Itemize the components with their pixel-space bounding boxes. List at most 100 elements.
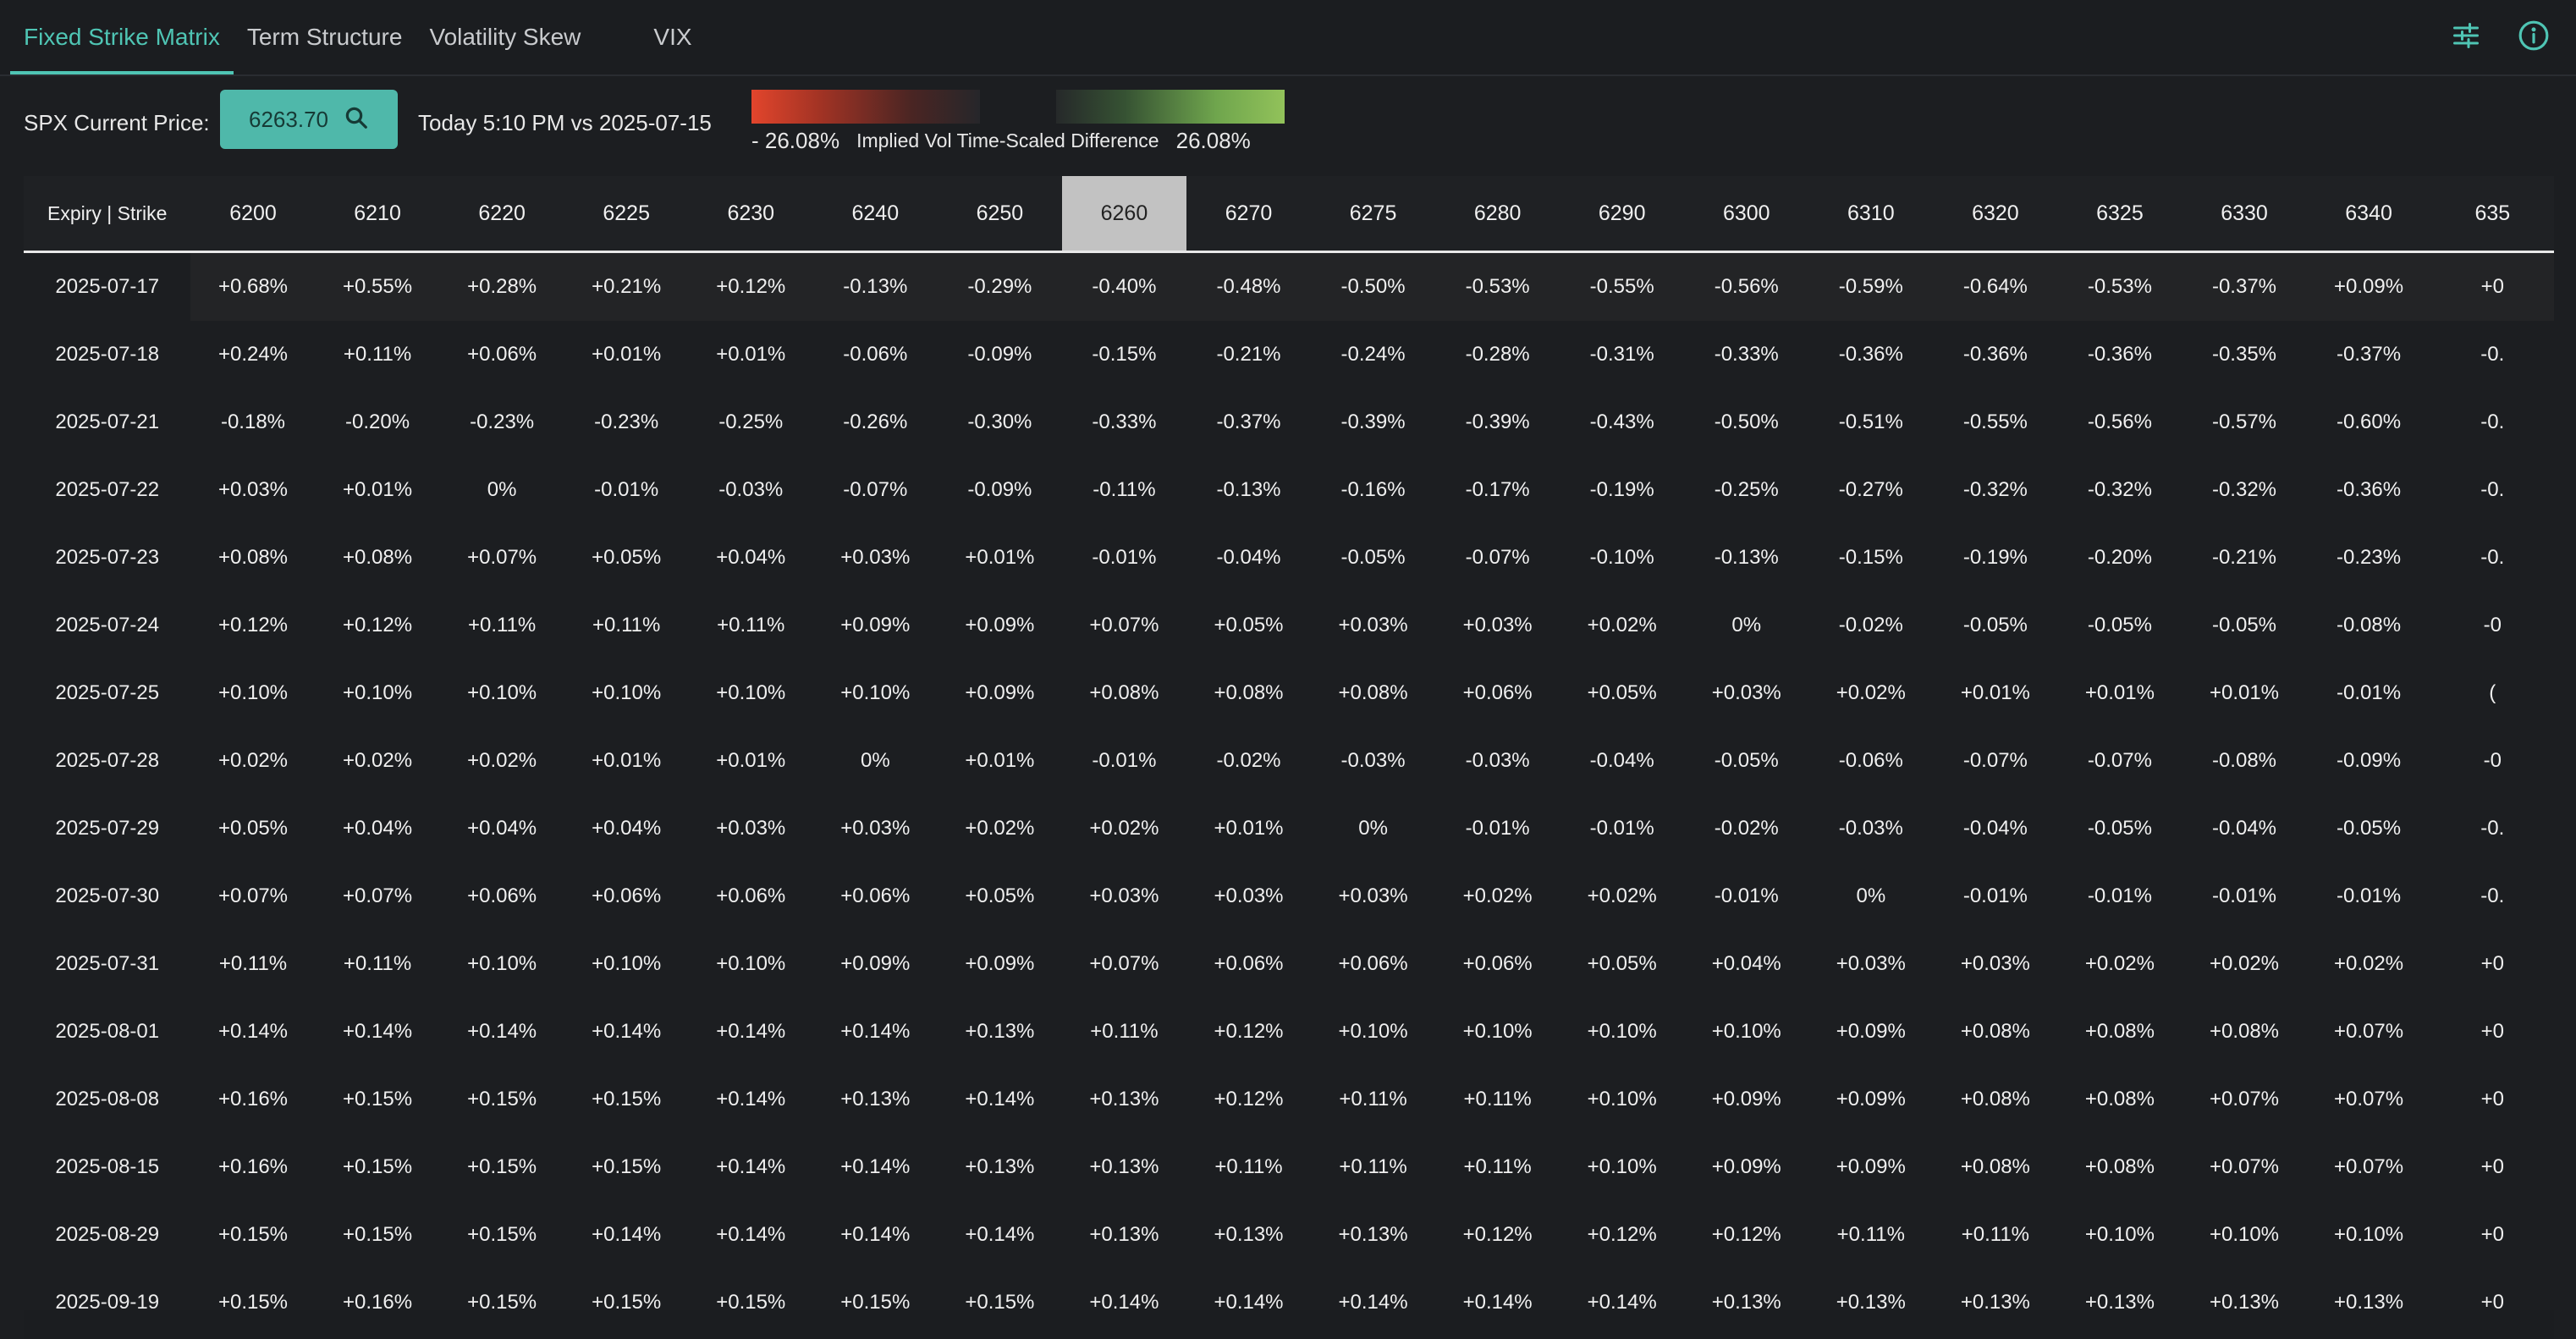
strike-header[interactable]: 6260 (1061, 176, 1186, 253)
matrix-cell[interactable]: +0.02% (1435, 862, 1560, 930)
matrix-cell[interactable]: +0.21% (564, 251, 689, 321)
matrix-cell[interactable]: -0.21% (2182, 524, 2307, 592)
matrix-cell[interactable]: +0.07% (2306, 998, 2431, 1066)
matrix-cell[interactable]: +0.03% (1684, 659, 1809, 727)
matrix-cell[interactable]: +0.12% (1684, 1201, 1809, 1269)
matrix-cell[interactable]: +0.08% (1933, 1066, 2058, 1133)
matrix-cell[interactable]: -0.05% (2057, 592, 2182, 659)
matrix-cell[interactable]: +0.03% (1061, 862, 1186, 930)
matrix-cell[interactable]: -0.15% (1808, 524, 1934, 592)
matrix-cell[interactable]: +0.13% (1933, 1269, 2058, 1310)
matrix-cell[interactable]: -0. (2430, 524, 2554, 592)
matrix-cell[interactable]: +0.09% (937, 659, 1062, 727)
matrix-cell[interactable]: +0.08% (1933, 1133, 2058, 1201)
matrix-cell[interactable]: +0 (2430, 930, 2554, 998)
matrix-cell[interactable]: +0.04% (688, 524, 813, 592)
matrix-cell[interactable]: +0.14% (315, 998, 440, 1066)
matrix-cell[interactable]: -0.06% (1808, 727, 1934, 795)
matrix-cell[interactable]: +0.14% (1560, 1269, 1685, 1310)
matrix-cell[interactable]: +0.11% (1311, 1066, 1436, 1133)
matrix-cell[interactable]: ( (2430, 659, 2554, 727)
matrix-cell[interactable]: -0.09% (937, 321, 1062, 388)
matrix-cell[interactable]: +0 (2430, 1066, 2554, 1133)
matrix-cell[interactable]: -0.36% (2306, 456, 2431, 524)
matrix-cell[interactable]: -0.13% (812, 251, 938, 321)
matrix-cell[interactable]: +0.14% (937, 1201, 1062, 1269)
matrix-cell[interactable]: +0.03% (1311, 862, 1436, 930)
matrix-cell[interactable]: +0.01% (2057, 659, 2182, 727)
matrix-cell[interactable]: +0.68% (190, 251, 316, 321)
matrix-cell[interactable]: -0.01% (2057, 862, 2182, 930)
matrix-cell[interactable]: +0.08% (2182, 998, 2307, 1066)
matrix-cell[interactable]: -0 (2430, 592, 2554, 659)
matrix-cell[interactable]: -0.55% (1560, 251, 1685, 321)
matrix-cell[interactable]: +0.15% (190, 1269, 316, 1310)
matrix-cell[interactable]: +0.28% (439, 251, 564, 321)
matrix-cell[interactable]: -0.02% (1684, 795, 1809, 862)
matrix-cell[interactable]: +0.10% (1311, 998, 1436, 1066)
matrix-cell[interactable]: +0.11% (1311, 1133, 1436, 1201)
matrix-cell[interactable]: +0.13% (1311, 1201, 1436, 1269)
matrix-cell[interactable]: +0.09% (937, 592, 1062, 659)
matrix-cell[interactable]: +0.14% (1061, 1269, 1186, 1310)
matrix-cell[interactable]: +0.08% (2057, 998, 2182, 1066)
matrix-cell[interactable]: -0.39% (1435, 388, 1560, 456)
matrix-cell[interactable]: +0.14% (1311, 1269, 1436, 1310)
matrix-cell[interactable]: +0.15% (564, 1133, 689, 1201)
matrix-cell[interactable]: +0.06% (688, 862, 813, 930)
matrix-cell[interactable]: +0.09% (812, 592, 938, 659)
matrix-cell[interactable]: -0.30% (937, 388, 1062, 456)
matrix-cell[interactable]: +0.03% (1186, 862, 1312, 930)
matrix-cell[interactable]: +0.14% (688, 1066, 813, 1133)
matrix-cell[interactable]: +0.04% (439, 795, 564, 862)
matrix-cell[interactable]: +0.09% (1808, 998, 1934, 1066)
matrix-cell[interactable]: +0.15% (315, 1066, 440, 1133)
matrix-cell[interactable]: +0.09% (1684, 1066, 1809, 1133)
matrix-cell[interactable]: 0% (812, 727, 938, 795)
matrix-cell[interactable]: -0.13% (1186, 456, 1312, 524)
matrix-cell[interactable]: -0.05% (1311, 524, 1436, 592)
matrix-cell[interactable]: -0.24% (1311, 321, 1436, 388)
matrix-cell[interactable]: +0 (2430, 1201, 2554, 1269)
matrix-cell[interactable]: -0.39% (1311, 388, 1436, 456)
matrix-cell[interactable]: +0.11% (688, 592, 813, 659)
strike-header[interactable]: 6330 (2182, 176, 2307, 253)
matrix-cell[interactable]: +0.05% (1560, 659, 1685, 727)
matrix-cell[interactable]: -0.32% (1933, 456, 2058, 524)
matrix-cell[interactable]: +0.13% (812, 1066, 938, 1133)
matrix-cell[interactable]: +0.14% (564, 998, 689, 1066)
matrix-cell[interactable]: -0. (2430, 388, 2554, 456)
matrix-cell[interactable]: +0.15% (937, 1269, 1062, 1310)
matrix-cell[interactable]: -0.60% (2306, 388, 2431, 456)
matrix-cell[interactable]: +0.09% (937, 930, 1062, 998)
matrix-cell[interactable]: -0.05% (1933, 592, 2058, 659)
matrix-cell[interactable]: -0.01% (1933, 862, 2058, 930)
matrix-cell[interactable]: +0.07% (315, 862, 440, 930)
matrix-cell[interactable]: +0.12% (1186, 998, 1312, 1066)
strike-header[interactable]: 6230 (688, 176, 813, 253)
matrix-cell[interactable]: -0.03% (1808, 795, 1934, 862)
tab-vix[interactable]: VIX (653, 24, 692, 50)
matrix-cell[interactable]: -0.20% (2057, 524, 2182, 592)
matrix-cell[interactable]: -0.05% (2182, 592, 2307, 659)
strike-header[interactable]: 6320 (1933, 176, 2058, 253)
matrix-cell[interactable]: -0.48% (1186, 251, 1312, 321)
matrix-cell[interactable]: -0.57% (2182, 388, 2307, 456)
matrix-cell[interactable]: -0.40% (1061, 251, 1186, 321)
matrix-cell[interactable]: -0.11% (1061, 456, 1186, 524)
matrix-cell[interactable]: +0.13% (1061, 1133, 1186, 1201)
matrix-cell[interactable]: 0% (1311, 795, 1436, 862)
matrix-cell[interactable]: -0.01% (2306, 862, 2431, 930)
matrix-cell[interactable]: -0.15% (1061, 321, 1186, 388)
matrix-cell[interactable]: -0. (2430, 456, 2554, 524)
matrix-cell[interactable]: +0.13% (1808, 1269, 1934, 1310)
strike-header[interactable]: 635 (2430, 176, 2554, 253)
matrix-cell[interactable]: -0.25% (1684, 456, 1809, 524)
matrix-cell[interactable]: +0.15% (315, 1133, 440, 1201)
matrix-cell[interactable]: +0.06% (1186, 930, 1312, 998)
matrix-cell[interactable]: +0.14% (688, 1201, 813, 1269)
matrix-cell[interactable]: -0.02% (1186, 727, 1312, 795)
matrix-cell[interactable]: +0.07% (2306, 1066, 2431, 1133)
matrix-cell[interactable]: +0.01% (2182, 659, 2307, 727)
matrix-cell[interactable]: +0.06% (812, 862, 938, 930)
